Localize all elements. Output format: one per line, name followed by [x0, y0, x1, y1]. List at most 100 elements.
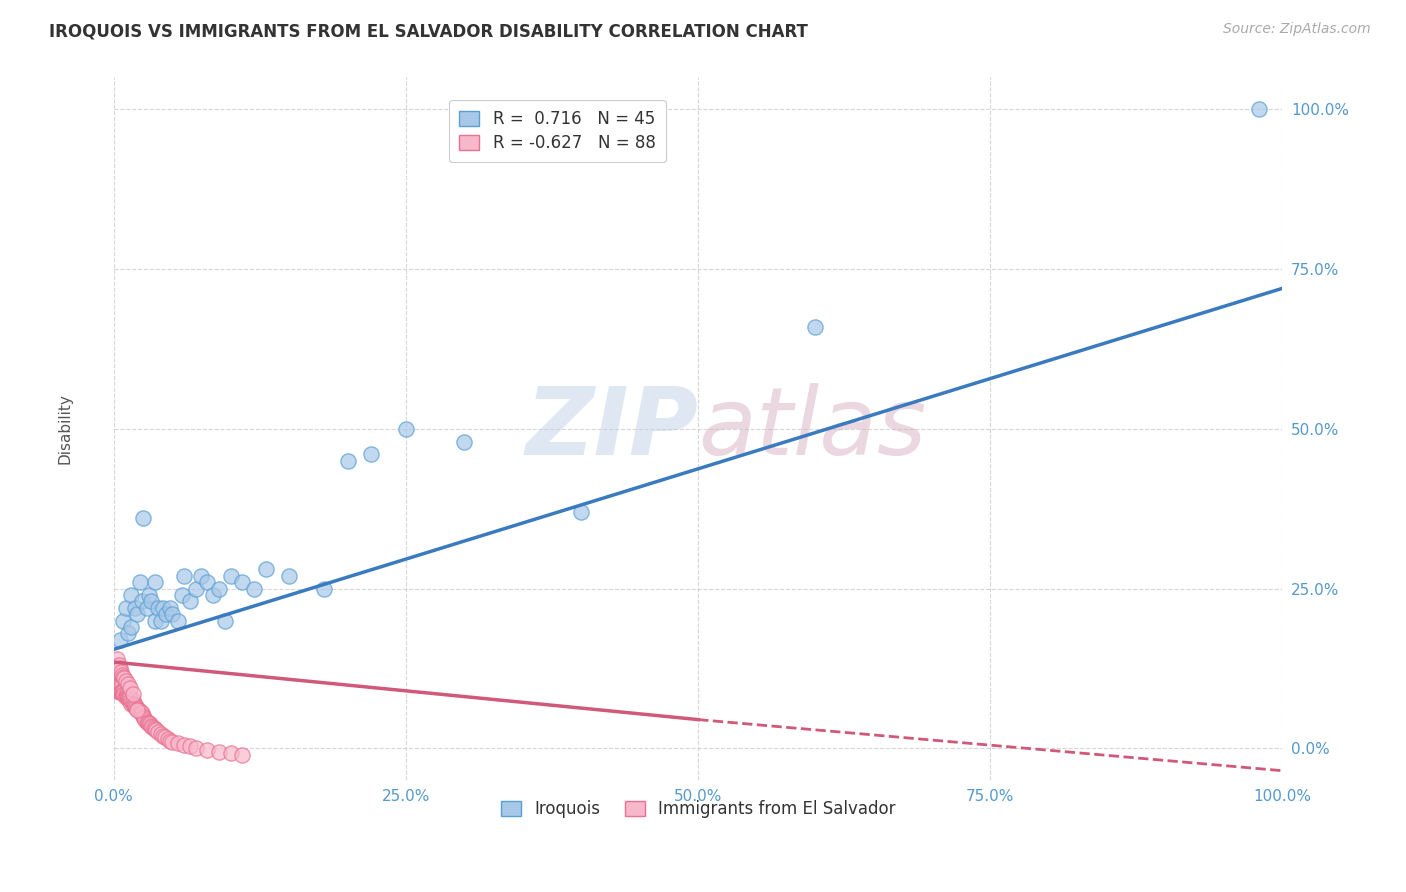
Point [127, 703, 149, 717]
Point [179, 594, 201, 608]
Point [167, 736, 190, 750]
Point [104, 665, 127, 679]
Point [105, 677, 128, 691]
Point [111, 683, 134, 698]
Point [108, 677, 131, 691]
Y-axis label: Disability: Disability [58, 393, 72, 465]
Point [135, 714, 157, 729]
Point [278, 569, 301, 583]
Point [107, 658, 129, 673]
Point [219, 569, 242, 583]
Point [336, 454, 359, 468]
Point [115, 690, 138, 705]
Point [148, 600, 170, 615]
Point [155, 730, 177, 744]
Point [167, 614, 190, 628]
Point [108, 683, 131, 698]
Point [117, 690, 139, 705]
Point [121, 687, 143, 701]
Point [112, 683, 135, 698]
Point [112, 670, 135, 684]
Point [104, 677, 127, 691]
Point [143, 722, 166, 736]
Point [105, 671, 128, 685]
Point [132, 511, 155, 525]
Point [139, 717, 162, 731]
Point [124, 698, 146, 712]
Point [112, 687, 135, 701]
Point [105, 665, 128, 679]
Legend: Iroquois, Immigrants from El Salvador: Iroquois, Immigrants from El Salvador [494, 793, 903, 825]
Point [138, 715, 160, 730]
Point [114, 600, 136, 615]
Point [117, 626, 139, 640]
Point [108, 632, 131, 647]
Point [105, 677, 128, 691]
Point [120, 690, 142, 705]
Point [132, 709, 155, 723]
Point [143, 614, 166, 628]
Point [117, 677, 139, 691]
Point [141, 719, 163, 733]
Point [254, 562, 277, 576]
Point [122, 697, 145, 711]
Point [145, 723, 167, 738]
Point [112, 671, 135, 685]
Point [243, 582, 266, 596]
Point [314, 582, 336, 596]
Point [111, 668, 134, 682]
Point [162, 607, 184, 622]
Point [118, 690, 141, 705]
Point [184, 741, 207, 756]
Point [117, 690, 139, 705]
Point [156, 731, 179, 746]
Point [134, 711, 156, 725]
Point [112, 683, 135, 698]
Point [159, 733, 181, 747]
Point [128, 575, 150, 590]
Point [107, 677, 129, 691]
Point [179, 739, 201, 754]
Point [231, 575, 253, 590]
Point [152, 729, 174, 743]
Point [112, 614, 135, 628]
Point [112, 687, 135, 701]
Point [1249, 103, 1271, 117]
Point [135, 600, 157, 615]
Point [108, 661, 131, 675]
Point [114, 690, 136, 705]
Point [120, 697, 142, 711]
Point [569, 505, 592, 519]
Point [124, 600, 146, 615]
Point [110, 677, 132, 691]
Point [195, 742, 218, 756]
Point [127, 702, 149, 716]
Point [108, 683, 131, 698]
Point [114, 674, 136, 689]
Point [111, 677, 134, 691]
Point [149, 727, 172, 741]
Point [134, 713, 156, 727]
Point [120, 588, 142, 602]
Point [121, 693, 143, 707]
Point [136, 715, 159, 730]
Point [131, 706, 153, 721]
Point [202, 588, 225, 602]
Point [231, 747, 253, 762]
Point [143, 575, 166, 590]
Point [105, 677, 128, 691]
Point [107, 683, 129, 698]
Text: IROQUOIS VS IMMIGRANTS FROM EL SALVADOR DISABILITY CORRELATION CHART: IROQUOIS VS IMMIGRANTS FROM EL SALVADOR … [49, 22, 808, 40]
Point [121, 697, 143, 711]
Point [120, 693, 142, 707]
Point [118, 693, 141, 707]
Point [141, 720, 163, 734]
Point [110, 665, 132, 679]
Point [148, 725, 170, 739]
Point [131, 594, 153, 608]
Point [128, 704, 150, 718]
Point [105, 683, 128, 698]
Point [208, 582, 231, 596]
Point [120, 693, 142, 707]
Point [110, 683, 132, 698]
